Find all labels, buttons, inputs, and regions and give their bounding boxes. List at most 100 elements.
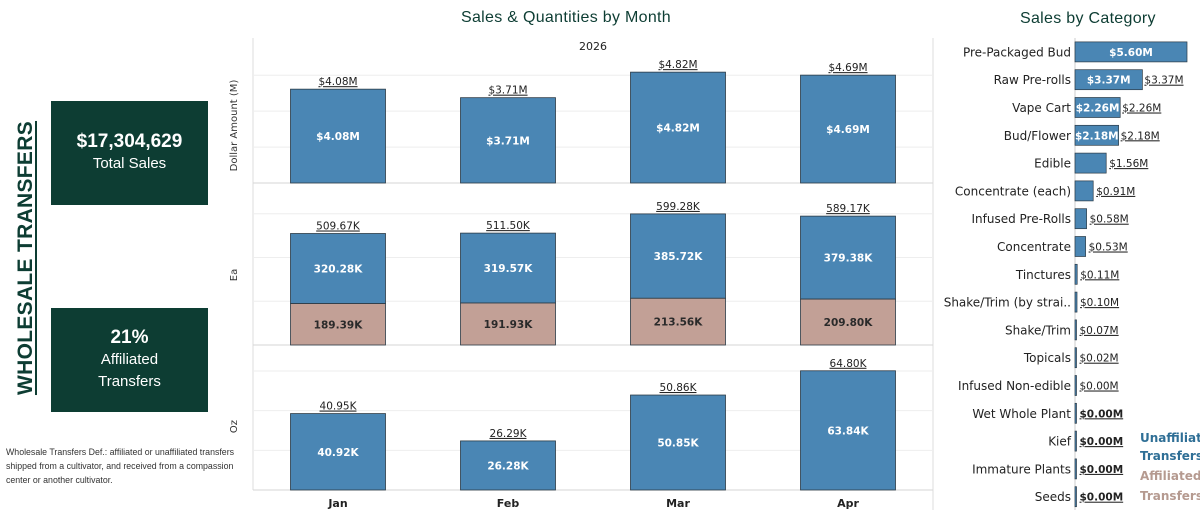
category-bar bbox=[1074, 180, 1094, 202]
definition-note: Wholesale Transfers Def.: affiliated or … bbox=[6, 447, 235, 485]
bar-segment bbox=[800, 298, 896, 346]
bar-label: $3.71M bbox=[486, 135, 530, 147]
category-bar bbox=[1074, 69, 1143, 91]
category-value-label: $2.18M bbox=[1075, 130, 1119, 142]
total-sales-label: Total Sales bbox=[92, 155, 167, 172]
category-value-label: $0.00M bbox=[1080, 464, 1124, 476]
category-value-label: $0.91M bbox=[1096, 186, 1135, 198]
affiliated-kpi: 21% Affiliated Transfers bbox=[51, 308, 208, 412]
legend-unaffiliated-line1: Unaffiliated bbox=[1140, 431, 1200, 445]
total-label: 589.17K bbox=[826, 203, 871, 215]
legend-affiliated-line2: Transfers bbox=[1140, 489, 1200, 503]
legend-unaffiliated-line2: Transfers bbox=[1140, 449, 1200, 463]
category-value-label: $0.00M bbox=[1080, 436, 1124, 448]
category-value-label: $0.07M bbox=[1080, 325, 1119, 337]
category-value-label: $0.00M bbox=[1080, 408, 1124, 420]
total-label: $4.08M bbox=[318, 76, 357, 88]
total-label: 50.86K bbox=[660, 382, 698, 394]
category-value-label: $0.11M bbox=[1080, 269, 1119, 281]
column-header: 2026 bbox=[579, 40, 607, 53]
category-label: Pre-Packaged Bud bbox=[963, 45, 1071, 59]
row-label: Ea bbox=[229, 269, 240, 281]
category-label: Edible bbox=[1034, 157, 1071, 171]
category-value-label: $1.56M bbox=[1109, 158, 1148, 170]
category-value-label: $0.53M bbox=[1089, 242, 1128, 254]
category-bar bbox=[1074, 486, 1077, 508]
row-label: Oz bbox=[229, 420, 240, 433]
affiliated-label-line1: Affiliated bbox=[100, 351, 159, 368]
category-bar bbox=[1074, 236, 1086, 257]
bar-label: 189.39K bbox=[314, 319, 364, 331]
bar-label: 213.56K bbox=[654, 317, 704, 329]
category-bar bbox=[1074, 347, 1077, 369]
category-chart-title: Sales by Category bbox=[1020, 10, 1156, 27]
category-total-label: $3.37M bbox=[1144, 75, 1183, 87]
category-bar bbox=[1074, 124, 1119, 146]
category-bar bbox=[1074, 41, 1188, 63]
bar-segment bbox=[630, 213, 726, 299]
category-bar bbox=[1074, 458, 1077, 480]
x-tick-label: Jan bbox=[327, 497, 347, 510]
category-bar bbox=[1074, 402, 1077, 424]
category-label: Raw Pre-rolls bbox=[994, 73, 1071, 87]
category-value-label: $0.00M bbox=[1080, 381, 1119, 393]
bar-label: $4.08M bbox=[316, 131, 360, 143]
total-label: 511.50K bbox=[486, 220, 531, 232]
row-label: Dollar Amount (M) bbox=[229, 80, 240, 172]
category-value-label: $0.02M bbox=[1080, 353, 1119, 365]
legend-affiliated-line1: Affiliated bbox=[1140, 469, 1200, 483]
category-label: Wet Whole Plant bbox=[972, 407, 1071, 421]
bar-label: 379.38K bbox=[824, 253, 874, 265]
bar-label: 50.85K bbox=[657, 438, 699, 450]
bar-segment bbox=[460, 97, 556, 184]
category-bar bbox=[1074, 319, 1077, 341]
bar-label: 40.92K bbox=[317, 447, 359, 459]
total-label: 509.67K bbox=[316, 221, 361, 233]
total-label: 599.28K bbox=[656, 201, 701, 213]
bar-label: $4.82M bbox=[656, 123, 700, 135]
category-bar bbox=[1074, 263, 1078, 285]
monthly-chart-title: Sales & Quantities by Month bbox=[461, 9, 671, 26]
category-bar bbox=[1074, 375, 1077, 396]
bar-label: 385.72K bbox=[654, 251, 704, 263]
category-value-label: $2.26M bbox=[1076, 103, 1120, 115]
bar-segment bbox=[290, 303, 386, 346]
category-label: Tinctures bbox=[1015, 268, 1071, 282]
total-label: $4.82M bbox=[658, 59, 697, 71]
category-label: Infused Non-edible bbox=[958, 379, 1071, 393]
total-label: 64.80K bbox=[830, 358, 868, 370]
category-bar bbox=[1074, 97, 1121, 118]
bar-segment bbox=[800, 74, 896, 184]
category-label: Immature Plants bbox=[972, 462, 1071, 476]
category-value-label: $0.00M bbox=[1080, 492, 1124, 504]
total-sales-value: $17,304,629 bbox=[76, 131, 183, 152]
x-tick-label: Mar bbox=[666, 497, 690, 510]
category-value-label: $5.60M bbox=[1109, 47, 1153, 59]
category-label: Concentrate bbox=[997, 240, 1071, 254]
category-value-label: $3.37M bbox=[1087, 75, 1131, 87]
bar-label: 63.84K bbox=[827, 425, 869, 437]
category-total-label: $2.26M bbox=[1122, 103, 1161, 115]
bar-label: 319.57K bbox=[484, 263, 534, 275]
category-bar bbox=[1074, 208, 1087, 230]
total-sales-kpi: $17,304,629 Total Sales bbox=[51, 101, 208, 205]
bar-segment bbox=[800, 215, 896, 300]
category-label: Bud/Flower bbox=[1004, 129, 1071, 143]
category-bar bbox=[1074, 430, 1077, 452]
total-label: $3.71M bbox=[488, 85, 527, 97]
bar-segment bbox=[800, 370, 896, 491]
x-tick-label: Apr bbox=[837, 497, 859, 510]
category-value-label: $0.58M bbox=[1090, 214, 1129, 226]
bar-segment bbox=[290, 88, 386, 184]
bar-segment bbox=[630, 394, 726, 491]
total-label: 40.95K bbox=[320, 401, 358, 413]
category-label: Seeds bbox=[1035, 490, 1071, 504]
category-total-label: $2.18M bbox=[1121, 130, 1160, 142]
bar-segment bbox=[290, 413, 386, 491]
bar-label: 320.28K bbox=[314, 264, 364, 276]
category-bar bbox=[1074, 291, 1078, 313]
bar-segment bbox=[630, 297, 726, 346]
category-label: Topicals bbox=[1023, 351, 1071, 365]
category-label: Shake/Trim (by strai.. bbox=[944, 296, 1071, 310]
